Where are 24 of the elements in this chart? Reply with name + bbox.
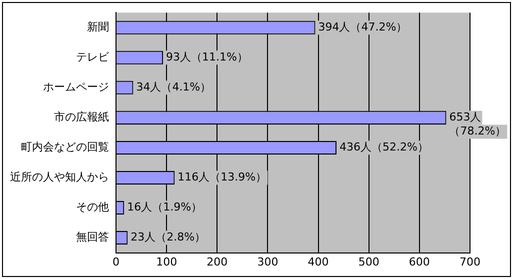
- x-tick-label: 300: [257, 255, 278, 268]
- data-label: 93人（11.1%）: [166, 50, 248, 64]
- y-tick-label: 町内会などの回覧: [21, 140, 109, 154]
- x-tick-label: 400: [308, 255, 329, 268]
- data-label: 16人（1.9%）: [127, 200, 202, 214]
- x-tick-label: 200: [206, 255, 228, 268]
- data-label: 394人（47.2%）: [318, 20, 408, 34]
- y-tick-label: 近所の人や知人から: [10, 170, 109, 184]
- x-tick-label: 500: [358, 255, 380, 268]
- data-label: 23人（2.8%）: [130, 230, 206, 244]
- data-label: 116人（13.9%）: [178, 170, 267, 184]
- data-label: 436人（52.2%）: [339, 140, 428, 154]
- y-tick-label: ホームページ: [43, 80, 109, 94]
- x-tick-label: 700: [460, 255, 480, 268]
- y-tick-label: 無回答: [76, 230, 109, 244]
- y-tick-label: 新聞: [87, 20, 109, 34]
- x-tick-label: 600: [408, 255, 430, 268]
- data-label: 653人（78.2%）: [449, 110, 506, 138]
- x-tick-label: 100: [156, 255, 178, 268]
- data-label: 34人（4.1%）: [136, 80, 212, 94]
- y-tick-label: 市の広報紙: [54, 110, 109, 124]
- y-tick-label: その他: [76, 200, 109, 214]
- x-tick-label: 0: [112, 255, 120, 268]
- y-tick-label: テレビ: [76, 50, 110, 64]
